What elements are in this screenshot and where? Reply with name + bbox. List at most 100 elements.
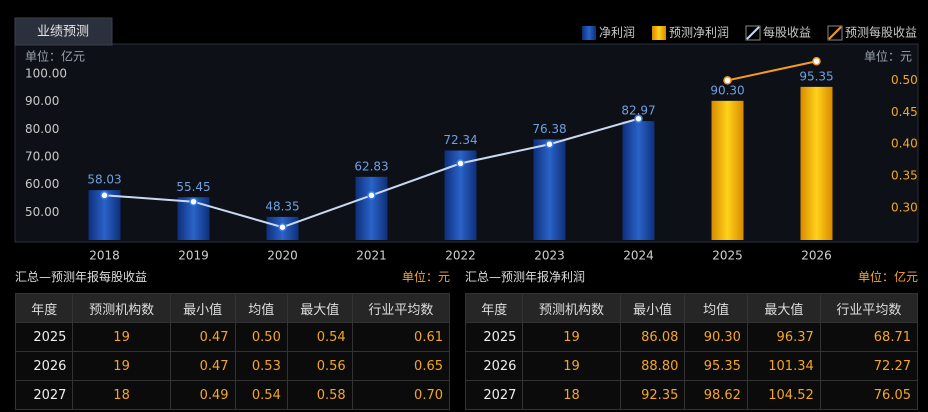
cell: 76.05 <box>819 380 919 410</box>
cell: 96.37 <box>746 322 821 352</box>
y2-tick-label: 0.35 <box>891 169 918 183</box>
bar <box>355 176 388 240</box>
table-header: 汇总—预测年报净利润 单位：亿元 <box>465 266 918 288</box>
value-label: 48.35 <box>265 199 299 213</box>
unit-left: 单位：亿元 <box>25 49 85 64</box>
column-header: 行业平均数 <box>819 293 919 323</box>
y-tick-label: 50.00 <box>25 205 59 219</box>
value-label: 72.34 <box>443 133 477 147</box>
y2-tick-label: 0.50 <box>891 73 918 87</box>
cell: 0.61 <box>351 322 451 352</box>
x-tick-label: 2018 <box>89 249 120 263</box>
cell: 90.30 <box>684 322 748 352</box>
row: 2027 18 92.35 98.62 104.52 76.05 <box>464 380 919 410</box>
cell: 2026 <box>14 351 74 381</box>
legend-swatch <box>827 25 843 41</box>
y-tick-label: 100.00 <box>25 67 67 81</box>
cell: 2025 <box>464 322 524 352</box>
cell: 2027 <box>464 380 524 410</box>
bar <box>711 100 744 240</box>
tab-label[interactable]: 业绩预测 <box>37 25 89 40</box>
y2-tick-label: 0.30 <box>891 201 918 215</box>
x-tick-label: 2021 <box>356 249 387 263</box>
cell: 2027 <box>14 380 74 410</box>
cell: 0.65 <box>351 351 451 381</box>
cell: 18 <box>72 380 171 410</box>
point <box>100 191 109 200</box>
value-label: 76.38 <box>532 122 566 136</box>
column-header: 年度 <box>14 293 74 323</box>
column-header: 行业平均数 <box>351 293 451 323</box>
cell: 0.49 <box>169 380 236 410</box>
y-tick-label: 90.00 <box>25 94 59 108</box>
legend-swatch <box>745 25 761 41</box>
column-header: 最小值 <box>169 293 236 323</box>
x-tick-label: 2019 <box>178 249 209 263</box>
line <box>727 60 817 82</box>
cell: 19 <box>522 322 621 352</box>
header-row: 年度 预测机构数 最小值 均值 最大值 行业平均数 <box>14 293 451 323</box>
y-tick-label: 80.00 <box>25 122 59 136</box>
y-tick-label: 60.00 <box>25 177 59 191</box>
cell: 0.54 <box>234 380 288 410</box>
row: 2027 18 0.49 0.54 0.58 0.70 <box>14 380 451 410</box>
table: 年度 预测机构数 最小值 均值 最大值 行业平均数 2025 19 86.08 90.30 96.3… <box>464 293 919 410</box>
tab[interactable] <box>14 17 113 46</box>
legend-swatch <box>582 26 596 40</box>
cell: 0.47 <box>169 351 236 381</box>
table-header: 汇总—预测年报每股收益 单位：元 <box>15 266 450 288</box>
point <box>189 197 198 206</box>
x-tick-label: 2020 <box>267 249 298 263</box>
point <box>367 191 376 200</box>
cell: 104.52 <box>746 380 821 410</box>
cell: 19 <box>72 322 171 352</box>
cell: 2026 <box>464 351 524 381</box>
legend-label: 预测每股收益 <box>845 25 917 40</box>
table-unit: 单位：亿元 <box>857 270 918 284</box>
value-label: 95.35 <box>799 69 833 83</box>
cell: 19 <box>72 351 171 381</box>
point <box>723 76 732 85</box>
cell: 68.71 <box>819 322 919 352</box>
row: 2025 19 86.08 90.30 96.37 68.71 <box>464 322 919 352</box>
cell: 0.50 <box>234 322 288 352</box>
cell: 2025 <box>14 322 74 352</box>
y-tick-label: 70.00 <box>25 150 59 164</box>
unit-right: 单位：元 <box>864 49 912 64</box>
value-label: 62.83 <box>354 159 388 173</box>
cell: 98.62 <box>684 380 748 410</box>
legend-swatch <box>652 26 666 40</box>
column-header: 均值 <box>234 293 288 323</box>
cell: 0.54 <box>286 322 353 352</box>
table-title: 汇总—预测年报净利润 <box>465 270 586 284</box>
table-unit: 单位：元 <box>401 270 450 284</box>
chart: 业绩预测 单位：亿元 单位：元 50.00 60.00 70.00 80.00 90.0… <box>14 17 919 263</box>
column-header: 年度 <box>464 293 524 323</box>
column-header: 最大值 <box>286 293 353 323</box>
bar <box>533 139 566 240</box>
x-tick-label: 2022 <box>445 249 476 263</box>
point <box>634 114 643 123</box>
table: 年度 预测机构数 最小值 均值 最大值 行业平均数 2025 19 0.47 0.50 0.54 0.… <box>14 293 451 410</box>
header-row: 年度 预测机构数 最小值 均值 最大值 行业平均数 <box>464 293 919 323</box>
row: 2025 19 0.47 0.50 0.54 0.61 <box>14 322 451 352</box>
row: 2026 19 0.47 0.53 0.56 0.65 <box>14 351 451 381</box>
cell: 19 <box>522 351 621 381</box>
column-header: 预测机构数 <box>72 293 171 323</box>
cell: 101.34 <box>746 351 821 381</box>
cell: 92.35 <box>619 380 686 410</box>
column-header: 均值 <box>684 293 748 323</box>
value-label: 55.45 <box>176 180 210 194</box>
cell: 0.53 <box>234 351 288 381</box>
cell: 0.70 <box>351 380 451 410</box>
value-label: 58.03 <box>87 173 121 187</box>
point <box>545 139 554 149</box>
legend-line <box>746 26 760 40</box>
cell: 0.56 <box>286 351 353 381</box>
point <box>278 222 287 232</box>
value-label: 90.30 <box>710 83 744 97</box>
point <box>812 56 821 66</box>
cell: 86.08 <box>619 322 686 352</box>
legend-label: 预测净利润 <box>669 26 729 40</box>
